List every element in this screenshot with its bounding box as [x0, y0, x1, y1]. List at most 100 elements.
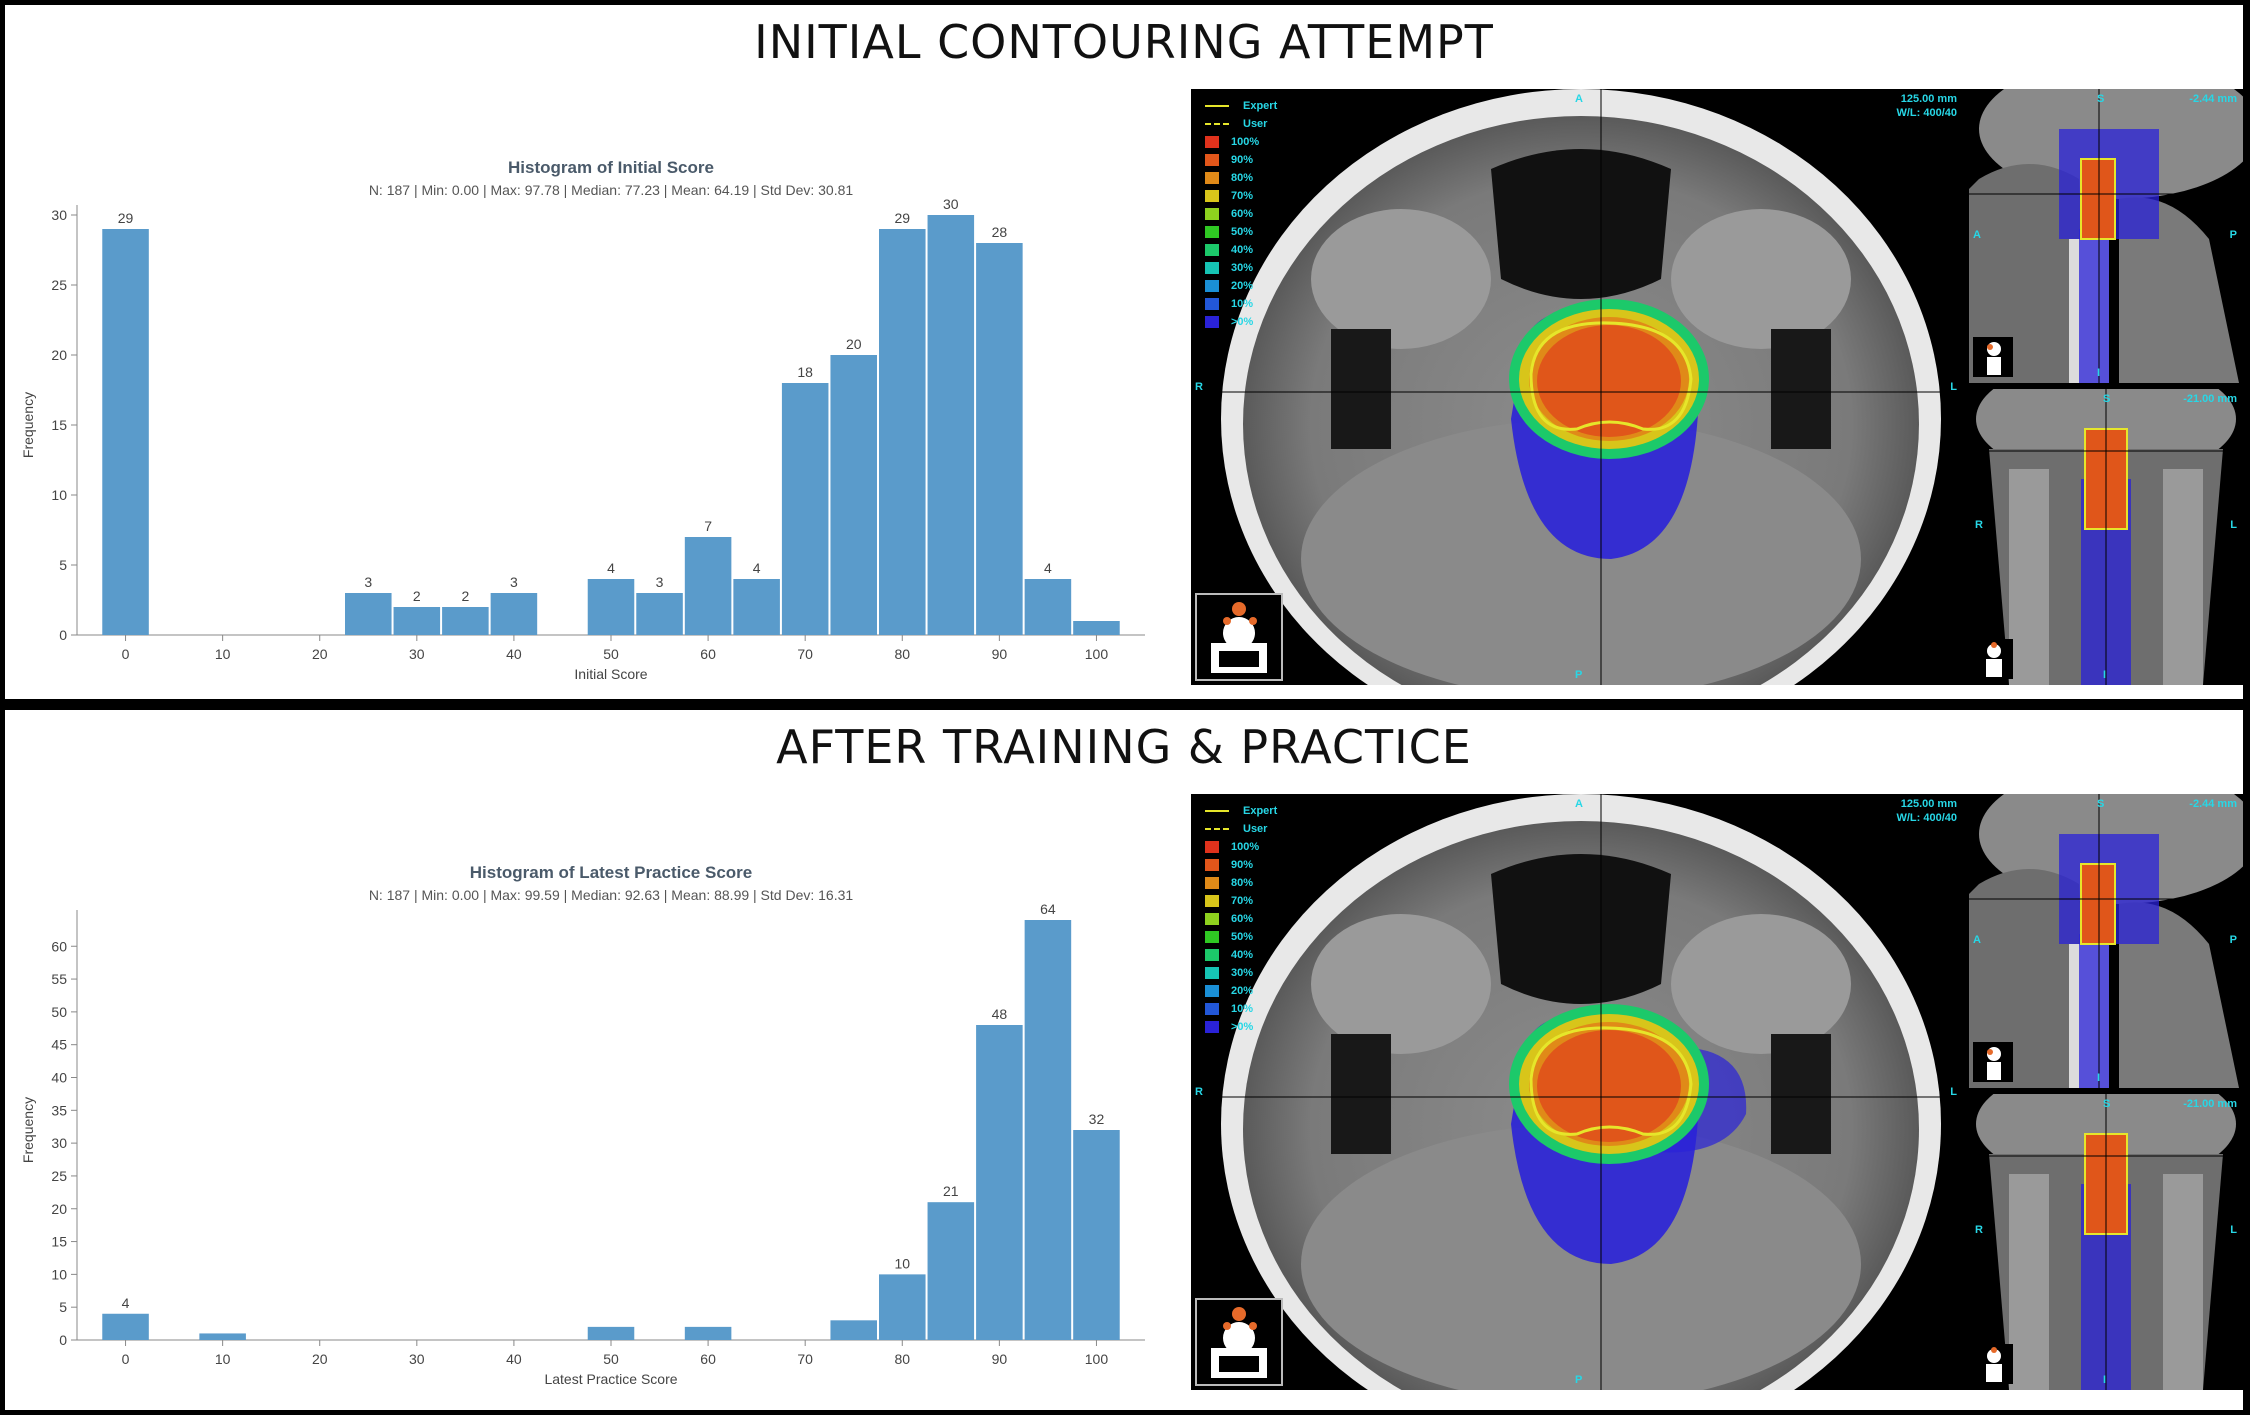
patient-orientation-small-icon[interactable]: [1973, 1042, 2013, 1082]
axial-view[interactable]: Expert User 100% 90% 80% 70% 60% 50% 40% 30% 20%…: [1191, 89, 1963, 685]
x-tick-label: 0: [122, 1351, 130, 1367]
legend-label: 50%: [1231, 226, 1254, 238]
legend-swatch: [1205, 1021, 1219, 1033]
legend-item: 80%: [1205, 874, 1277, 892]
histogram-bar[interactable]: [393, 607, 441, 635]
x-tick-label: 100: [1085, 646, 1109, 662]
legend-swatch: [1205, 931, 1219, 943]
histogram-bar[interactable]: [1073, 621, 1120, 635]
sagittal-view[interactable]: S I A P -2.44 mm: [1969, 89, 2243, 383]
histogram-bar[interactable]: [733, 579, 780, 635]
patient-orientation-icon[interactable]: [1195, 593, 1283, 681]
patient-orientation-small-icon[interactable]: [1973, 1344, 2013, 1384]
orient-right: P: [2229, 229, 2237, 241]
histogram-bar[interactable]: [102, 229, 149, 635]
legend-item: 100%: [1205, 133, 1277, 151]
x-tick-label: 60: [700, 646, 716, 662]
legend-item: >0%: [1205, 1018, 1277, 1036]
y-tick-label: 60: [51, 938, 67, 954]
y-tick-label: 10: [51, 487, 67, 503]
histogram-bar[interactable]: [442, 607, 489, 635]
x-tick-label: 0: [122, 646, 130, 662]
bar-count-label: 3: [364, 574, 372, 590]
legend-swatch: [1205, 967, 1219, 979]
orient-right: L: [1950, 1086, 1957, 1098]
histogram-bar[interactable]: [830, 1320, 877, 1340]
orient-left: R: [1195, 381, 1203, 393]
user-dashed-line-icon: [1205, 123, 1229, 125]
orient-left: R: [1195, 1086, 1203, 1098]
legend-user: User: [1243, 118, 1268, 130]
coronal-view[interactable]: S I R L -21.00 mm: [1969, 389, 2243, 685]
legend-swatch: [1205, 154, 1219, 166]
patient-orientation-small-icon[interactable]: [1973, 639, 2013, 679]
legend-item: 60%: [1205, 910, 1277, 928]
coronal-ct-image: [1969, 389, 2243, 685]
sagittal-slice-position: -2.44 mm: [2189, 93, 2237, 105]
ct-viewer: Expert User 100% 90% 80% 70% 60% 50% 40% 30% 20%…: [1191, 89, 2243, 685]
histogram-bar[interactable]: [976, 1025, 1023, 1340]
legend-swatch: [1205, 316, 1219, 328]
histogram-bar[interactable]: [199, 1333, 246, 1340]
coronal-slice-position: -21.00 mm: [2183, 1098, 2237, 1110]
legend-label: 50%: [1231, 931, 1254, 943]
histogram-bar[interactable]: [976, 243, 1023, 635]
histogram-bar[interactable]: [587, 579, 635, 635]
axial-ct-image: [1191, 794, 1963, 1390]
sagittal-ct-image: [1969, 794, 2243, 1088]
histogram-bar[interactable]: [684, 537, 732, 635]
legend-swatch: [1205, 877, 1219, 889]
y-tick-label: 25: [51, 1168, 67, 1184]
orient-right: P: [2229, 934, 2237, 946]
sagittal-view[interactable]: S I A P -2.44 mm: [1969, 794, 2243, 1088]
y-tick-label: 50: [51, 1004, 67, 1020]
legend-item: 50%: [1205, 223, 1277, 241]
bar-count-label: 4: [607, 560, 615, 576]
bar-count-label: 28: [992, 224, 1008, 240]
user-dashed-line-icon: [1205, 828, 1229, 830]
histogram-bar[interactable]: [927, 215, 975, 635]
orient-left: A: [1973, 934, 1981, 946]
histogram-bar[interactable]: [1073, 1130, 1120, 1340]
histogram-bar[interactable]: [684, 1326, 732, 1340]
y-tick-label: 45: [51, 1037, 67, 1053]
y-tick-label: 15: [51, 1234, 67, 1250]
histogram-bar[interactable]: [879, 1274, 926, 1340]
histogram-bar[interactable]: [587, 1326, 635, 1340]
legend-label: 30%: [1231, 967, 1254, 979]
patient-orientation-small-icon[interactable]: [1973, 337, 2013, 377]
chart-title: Histogram of Latest Practice Score: [470, 863, 752, 882]
histogram-bar[interactable]: [927, 1202, 975, 1340]
histogram-bar[interactable]: [490, 593, 538, 635]
histogram-bar[interactable]: [636, 593, 683, 635]
legend-user: User: [1243, 823, 1268, 835]
bar-count-label: 48: [992, 1006, 1008, 1022]
coronal-view[interactable]: S I R L -21.00 mm: [1969, 1094, 2243, 1390]
axial-view[interactable]: Expert User 100% 90% 80% 70% 60% 50% 40% 30% 20%…: [1191, 794, 1963, 1390]
legend-swatch: [1205, 949, 1219, 961]
histogram-bar[interactable]: [1024, 920, 1072, 1340]
histogram-bar[interactable]: [102, 1313, 149, 1340]
histogram-initial-score: Histogram of Initial Score N: 187 | Min: …: [20, 158, 1145, 682]
legend-label: 60%: [1231, 913, 1254, 925]
sagittal-slice-position: -2.44 mm: [2189, 798, 2237, 810]
expert-line-icon: [1205, 105, 1229, 107]
bar-count-label: 30: [943, 196, 959, 212]
legend-swatch: [1205, 208, 1219, 220]
slice-thickness: 125.00 mm: [1900, 798, 1957, 810]
x-axis-label: Initial Score: [574, 666, 647, 682]
histogram-bar[interactable]: [830, 355, 877, 635]
histogram-bar[interactable]: [1024, 579, 1072, 635]
histogram-bar[interactable]: [345, 593, 392, 635]
legend-label: 70%: [1231, 190, 1254, 202]
legend-swatch: [1205, 280, 1219, 292]
coronal-slice-position: -21.00 mm: [2183, 393, 2237, 405]
legend-expert: Expert: [1243, 805, 1278, 817]
legend-label: 10%: [1231, 1003, 1254, 1015]
histogram-bar[interactable]: [879, 229, 926, 635]
legend-swatch: [1205, 913, 1219, 925]
y-tick-label: 20: [51, 1201, 67, 1217]
histogram-bar[interactable]: [781, 383, 829, 635]
patient-orientation-icon[interactable]: [1195, 1298, 1283, 1386]
x-tick-label: 50: [603, 1351, 619, 1367]
